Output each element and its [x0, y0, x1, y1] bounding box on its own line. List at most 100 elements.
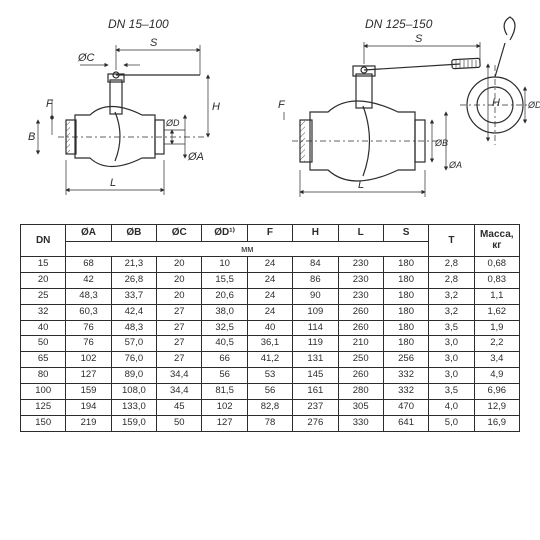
table-cell: 102 — [66, 352, 111, 368]
table-cell: 3,0 — [429, 336, 474, 352]
table-header-cell: F — [247, 225, 292, 242]
table-row: 407648,32732,5401142601803,51,9 — [21, 320, 520, 336]
table-cell: 36,1 — [247, 336, 292, 352]
table-cell: 66 — [202, 352, 247, 368]
table-cell: 2,8 — [429, 272, 474, 288]
table-cell: 20,6 — [202, 288, 247, 304]
table-cell: 470 — [383, 400, 428, 416]
table-header-cell: ØD¹⁾ — [202, 225, 247, 242]
table-cell: 34,4 — [157, 368, 202, 384]
table-cell: 76,0 — [111, 352, 156, 368]
dim-h: H — [212, 101, 220, 113]
dimension-table-wrap: DNØAØBØCØD¹⁾FHLSTМасса, кг мм 156821,320… — [0, 220, 540, 432]
table-cell: 15,5 — [202, 272, 247, 288]
table-cell: 12,9 — [474, 400, 519, 416]
table-cell: 131 — [293, 352, 338, 368]
table-cell: 210 — [338, 336, 383, 352]
table-cell: 332 — [383, 368, 428, 384]
table-cell: 81,5 — [202, 384, 247, 400]
table-cell: 3,0 — [429, 352, 474, 368]
table-cell: 219 — [66, 416, 111, 432]
table-cell: 119 — [293, 336, 338, 352]
table-cell: 260 — [338, 320, 383, 336]
table-cell: 48,3 — [111, 320, 156, 336]
table-cell: 180 — [383, 272, 428, 288]
table-cell: 150 — [21, 416, 66, 432]
table-cell: 27 — [157, 320, 202, 336]
table-cell: 260 — [338, 368, 383, 384]
table-cell: 84 — [293, 256, 338, 272]
dim-h-right: H — [492, 97, 500, 109]
table-cell: 127 — [202, 416, 247, 432]
table-header-cell: ØC — [157, 225, 202, 242]
table-cell: 109 — [293, 304, 338, 320]
units-cell: мм — [66, 241, 429, 256]
table-header-cell: DN — [21, 225, 66, 257]
table-cell: 25 — [21, 288, 66, 304]
table-cell: 15 — [21, 256, 66, 272]
table-cell: 305 — [338, 400, 383, 416]
table-cell: 10 — [202, 256, 247, 272]
dim-l: L — [110, 177, 116, 189]
table-cell: 20 — [157, 288, 202, 304]
table-row: 204226,82015,524862301802,80,83 — [21, 272, 520, 288]
table-cell: 114 — [293, 320, 338, 336]
table-cell: 250 — [338, 352, 383, 368]
table-cell: 27 — [157, 352, 202, 368]
table-cell: 1,9 — [474, 320, 519, 336]
table-cell: 20 — [157, 272, 202, 288]
table-cell: 180 — [383, 304, 428, 320]
dim-b: B — [28, 131, 35, 143]
table-cell: 40,5 — [202, 336, 247, 352]
table-cell: 89,0 — [111, 368, 156, 384]
table-cell: 50 — [21, 336, 66, 352]
table-cell: 24 — [247, 256, 292, 272]
table-row: 100159108,034,481,5561612803323,56,96 — [21, 384, 520, 400]
dim-f: F — [46, 98, 54, 110]
table-cell: 100 — [21, 384, 66, 400]
table-cell: 6,96 — [474, 384, 519, 400]
table-cell: 641 — [383, 416, 428, 432]
table-cell: 3,2 — [429, 304, 474, 320]
table-cell: 80 — [21, 368, 66, 384]
table-cell: 16,9 — [474, 416, 519, 432]
table-row: 125194133,04510282,82373054704,012,9 — [21, 400, 520, 416]
table-cell: 159,0 — [111, 416, 156, 432]
table-cell: 42 — [66, 272, 111, 288]
table-cell: 60,3 — [66, 304, 111, 320]
table-cell: 159 — [66, 384, 111, 400]
diagrams-area: DN 15–100 S ØC F B — [0, 0, 540, 220]
table-header-cell: ØA — [66, 225, 111, 242]
table-cell: 330 — [338, 416, 383, 432]
table-cell: 32,5 — [202, 320, 247, 336]
table-cell: 230 — [338, 288, 383, 304]
table-row: 156821,3201024842301802,80,68 — [21, 256, 520, 272]
table-cell: 256 — [383, 352, 428, 368]
table-cell: 2,2 — [474, 336, 519, 352]
table-cell: 161 — [293, 384, 338, 400]
table-header-cell: T — [429, 225, 474, 257]
dim-od-endview: ØD — [527, 100, 540, 110]
table-cell: 50 — [157, 416, 202, 432]
table-header-row: DNØAØBØCØD¹⁾FHLSTМасса, кг — [21, 225, 520, 242]
table-header-cell: L — [338, 225, 383, 242]
table-cell: 34,4 — [157, 384, 202, 400]
table-cell: 5,0 — [429, 416, 474, 432]
dim-s-right: S — [415, 33, 423, 45]
table-cell: 24 — [247, 272, 292, 288]
right-title: DN 125–150 — [365, 17, 433, 31]
table-cell: 125 — [21, 400, 66, 416]
table-cell: 76 — [66, 336, 111, 352]
table-cell: 180 — [383, 320, 428, 336]
table-cell: 180 — [383, 288, 428, 304]
table-cell: 27 — [157, 304, 202, 320]
table-cell: 26,8 — [111, 272, 156, 288]
table-cell: 180 — [383, 336, 428, 352]
table-cell: 78 — [247, 416, 292, 432]
table-cell: 230 — [338, 272, 383, 288]
table-cell: 53 — [247, 368, 292, 384]
table-header-cell: S — [383, 225, 428, 242]
table-header-cell: H — [293, 225, 338, 242]
table-cell: 2,8 — [429, 256, 474, 272]
table-row: 3260,342,42738,0241092601803,21,62 — [21, 304, 520, 320]
